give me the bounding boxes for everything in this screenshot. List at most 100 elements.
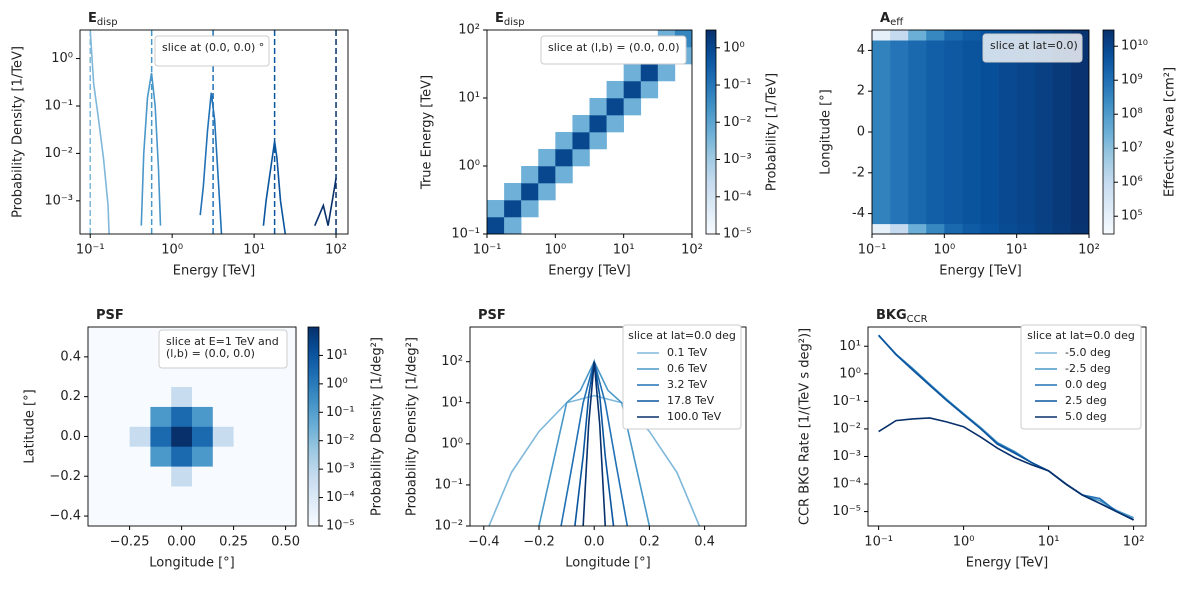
heat-cell [538, 166, 556, 184]
heat-cell [589, 98, 607, 116]
legend-label: 2.5 deg [1065, 394, 1107, 407]
y-tick-label: 10¹ [458, 91, 480, 106]
annotation: slice at E=1 TeV and [166, 335, 279, 348]
heat-cell [192, 446, 214, 467]
heat-cell [150, 366, 172, 387]
heat-cell [171, 506, 193, 526]
plot-area [872, 30, 1089, 234]
y-tick-label: 10⁻⁴ [832, 477, 861, 492]
x-tick-label: 10⁰ [161, 243, 183, 258]
heat-cell [254, 366, 276, 387]
title-subscript: CCR [907, 314, 928, 325]
heat-cell [504, 216, 522, 234]
heat-cell [108, 406, 130, 427]
colorbar-tick-label: 10⁻⁴ [326, 490, 355, 505]
legend-title: slice at lat=0.0 deg [1027, 329, 1135, 342]
legend-box [622, 324, 742, 430]
heat-cell [504, 183, 522, 201]
annotation: (l,b) = (0.0, 0.0) [166, 347, 255, 360]
annotation-box [158, 329, 288, 369]
x-tick-label: 10² [325, 243, 347, 258]
heat-cell [640, 80, 659, 99]
y-tick-label: 0.2 [60, 389, 81, 404]
x-tick-label: 10⁰ [544, 243, 566, 258]
axes-frame [79, 29, 349, 235]
axes-frame [87, 326, 297, 527]
y-tick-label: 10⁻¹ [434, 477, 463, 492]
y-tick-label: 10² [458, 23, 480, 38]
colorbar-label: Probability Density [1/deg²] [370, 337, 385, 516]
heat-cell [171, 366, 193, 387]
heat-cell [908, 223, 927, 234]
heat-cell [88, 426, 110, 447]
colorbar-tick-label: 10⁻⁴ [723, 189, 752, 204]
heat-cell [212, 446, 234, 467]
title-main: E [495, 11, 504, 26]
heat-cell [623, 80, 642, 99]
heat-cell [872, 40, 891, 225]
heat-cell [572, 115, 590, 133]
y-tick-label: 10⁻² [832, 421, 861, 436]
series-line [89, 30, 110, 234]
x-tick-label: −0.25 [110, 535, 150, 550]
colorbar-tick-label: 10⁻³ [723, 152, 752, 167]
colorbar-tick-label: 10⁻⁵ [326, 519, 355, 534]
x-tick-label: 0.2 [639, 535, 660, 550]
heat-cell [254, 486, 276, 507]
y-axis-label: CCR BKG Rate [1/(TeV s deg²)] [798, 328, 813, 525]
heat-cell [88, 506, 110, 526]
heat-cell [129, 406, 151, 427]
heat-cell [1016, 40, 1036, 225]
heat-cell [129, 327, 151, 348]
heat-cell [521, 183, 539, 201]
heat-cell [1016, 223, 1036, 234]
heat-cell [998, 40, 1017, 225]
legend-label: -2.5 deg [1065, 362, 1111, 375]
heat-cell [108, 327, 130, 348]
x-axis-label: Longitude [°] [149, 556, 234, 571]
heat-cell [129, 446, 151, 467]
annotation: slice at (0.0, 0.0) ° [162, 41, 264, 54]
colorbar [1102, 29, 1115, 235]
title-main: BKG [876, 308, 907, 323]
panel: 10⁻¹ 10⁰ 10¹ 10² 10⁻⁵ 10⁻⁴ 10⁻³ 10⁻² 10⁻¹ 10⁰ 10¹ E… [798, 308, 1147, 571]
y-tick-label: 10⁻¹ [832, 394, 861, 409]
y-tick-label: 10⁻³ [44, 193, 73, 208]
heat-cell [572, 132, 590, 150]
heat-cell [657, 64, 676, 82]
heat-cell [171, 446, 193, 467]
heat-cell [108, 466, 130, 487]
x-tick-label: 10² [1123, 535, 1145, 550]
heat-cell [108, 506, 130, 526]
x-tick-label: 10¹ [613, 243, 635, 258]
y-tick-label: 10⁻⁵ [832, 504, 861, 519]
heat-cell [192, 486, 214, 507]
x-tick-label: 10⁰ [953, 535, 975, 550]
title-main: PSF [96, 308, 124, 323]
heat-cell [88, 406, 110, 427]
x-tick-label: 10⁻¹ [76, 243, 105, 258]
panel-title: PSF [96, 308, 124, 323]
heat-cell [980, 223, 999, 234]
heat-cell [1070, 40, 1089, 225]
heat-cell [129, 386, 151, 407]
heat-cell [212, 486, 234, 507]
title-main: E [88, 11, 97, 26]
panel-title: Edisp [88, 11, 118, 29]
heat-cell [1070, 223, 1089, 234]
title-subscript: eff [890, 17, 904, 28]
y-tick-label: 10⁰ [441, 436, 463, 451]
heat-cell [1034, 40, 1054, 225]
heat-cell [962, 30, 981, 41]
colorbar-tick-label: 10⁰ [326, 376, 348, 391]
heat-cell [108, 446, 130, 467]
heat-cell [623, 64, 642, 82]
heat-cell [589, 115, 607, 133]
heat-cell [572, 148, 590, 167]
x-tick-label: 10⁻¹ [864, 535, 893, 550]
heat-cell [150, 406, 172, 427]
x-tick-label: 10⁰ [933, 243, 955, 258]
heat-cell [108, 426, 130, 447]
heat-cell [254, 466, 276, 487]
title-main: PSF [478, 308, 506, 323]
